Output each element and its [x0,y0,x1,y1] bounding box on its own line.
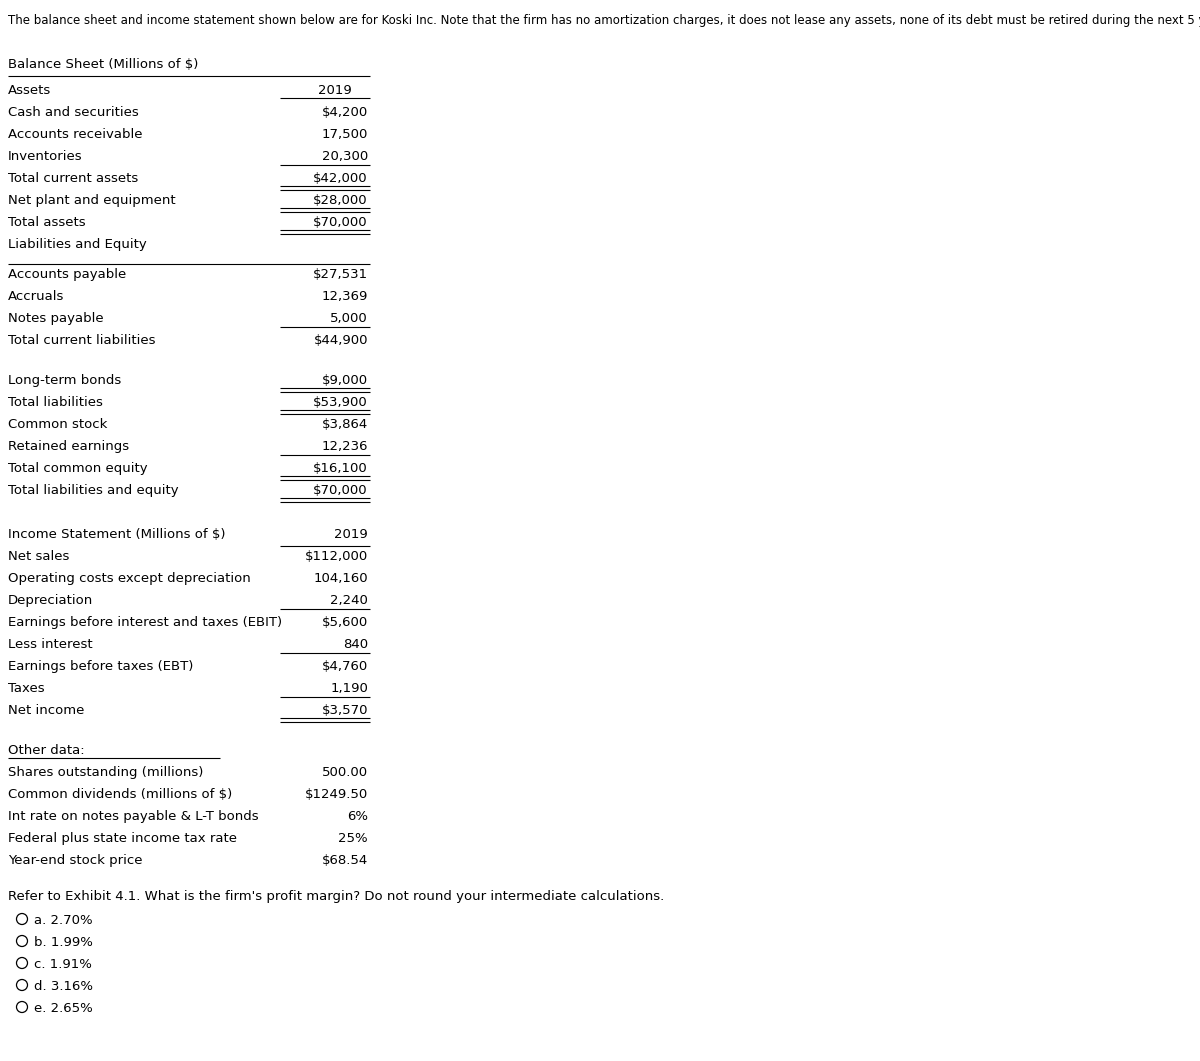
Text: Net income: Net income [8,705,84,717]
Text: $3,570: $3,570 [322,705,368,717]
Text: Net sales: Net sales [8,550,70,563]
Text: $42,000: $42,000 [313,172,368,185]
Text: Refer to Exhibit 4.1. What is the firm's profit margin? Do not round your interm: Refer to Exhibit 4.1. What is the firm's… [8,890,665,903]
Text: Common dividends (millions of $): Common dividends (millions of $) [8,788,233,801]
Text: Cash and securities: Cash and securities [8,106,139,119]
Text: Accounts payable: Accounts payable [8,268,126,281]
Text: Notes payable: Notes payable [8,312,103,325]
Text: a. 2.70%: a. 2.70% [34,914,92,927]
Text: e. 2.65%: e. 2.65% [34,1002,92,1015]
Text: 500.00: 500.00 [322,766,368,779]
Text: $9,000: $9,000 [322,373,368,387]
Text: $4,760: $4,760 [322,660,368,673]
Text: 12,236: 12,236 [322,440,368,453]
Text: $16,100: $16,100 [313,462,368,475]
Text: Accounts receivable: Accounts receivable [8,128,143,141]
Text: d. 3.16%: d. 3.16% [34,980,94,993]
Text: 17,500: 17,500 [322,128,368,141]
Text: Depreciation: Depreciation [8,594,94,607]
Text: $27,531: $27,531 [313,268,368,281]
Text: 1,190: 1,190 [330,682,368,695]
Text: 2,240: 2,240 [330,594,368,607]
Text: 25%: 25% [338,832,368,845]
Text: Total liabilities: Total liabilities [8,396,103,408]
Text: The balance sheet and income statement shown below are for Koski Inc. Note that : The balance sheet and income statement s… [8,14,1200,27]
Text: Inventories: Inventories [8,150,83,163]
Text: Less interest: Less interest [8,638,92,651]
Text: Year-end stock price: Year-end stock price [8,854,143,867]
Text: $68.54: $68.54 [322,854,368,867]
Text: Long-term bonds: Long-term bonds [8,373,121,387]
Text: 2019: 2019 [335,528,368,541]
Text: Assets: Assets [8,84,52,97]
Text: $1249.50: $1249.50 [305,788,368,801]
Text: Total liabilities and equity: Total liabilities and equity [8,484,179,497]
Text: Taxes: Taxes [8,682,44,695]
Text: Federal plus state income tax rate: Federal plus state income tax rate [8,832,238,845]
Text: Shares outstanding (millions): Shares outstanding (millions) [8,766,203,779]
Text: Total current liabilities: Total current liabilities [8,334,156,347]
Text: 12,369: 12,369 [322,290,368,303]
Text: Income Statement (Millions of $): Income Statement (Millions of $) [8,528,226,541]
Text: b. 1.99%: b. 1.99% [34,936,92,949]
Text: Liabilities and Equity: Liabilities and Equity [8,238,146,251]
Text: Accruals: Accruals [8,290,65,303]
Text: 104,160: 104,160 [313,572,368,585]
Text: Retained earnings: Retained earnings [8,440,130,453]
Text: $112,000: $112,000 [305,550,368,563]
Text: 20,300: 20,300 [322,150,368,163]
Text: Total current assets: Total current assets [8,172,138,185]
Text: $3,864: $3,864 [322,418,368,431]
Text: 5,000: 5,000 [330,312,368,325]
Text: $28,000: $28,000 [313,194,368,207]
Text: Balance Sheet (Millions of $): Balance Sheet (Millions of $) [8,58,198,71]
Text: $5,600: $5,600 [322,616,368,629]
Text: $4,200: $4,200 [322,106,368,119]
Text: Int rate on notes payable & L-T bonds: Int rate on notes payable & L-T bonds [8,810,259,823]
Text: Earnings before taxes (EBT): Earnings before taxes (EBT) [8,660,193,673]
Text: Operating costs except depreciation: Operating costs except depreciation [8,572,251,585]
Text: 840: 840 [343,638,368,651]
Text: c. 1.91%: c. 1.91% [34,958,92,971]
Text: Net plant and equipment: Net plant and equipment [8,194,175,207]
Text: Total assets: Total assets [8,216,85,229]
Text: $53,900: $53,900 [313,396,368,408]
Text: $44,900: $44,900 [313,334,368,347]
Text: 2019: 2019 [318,84,352,97]
Text: $70,000: $70,000 [313,216,368,229]
Text: 6%: 6% [347,810,368,823]
Text: Earnings before interest and taxes (EBIT): Earnings before interest and taxes (EBIT… [8,616,282,629]
Text: Total common equity: Total common equity [8,462,148,475]
Text: $70,000: $70,000 [313,484,368,497]
Text: Common stock: Common stock [8,418,107,431]
Text: Other data:: Other data: [8,744,85,756]
